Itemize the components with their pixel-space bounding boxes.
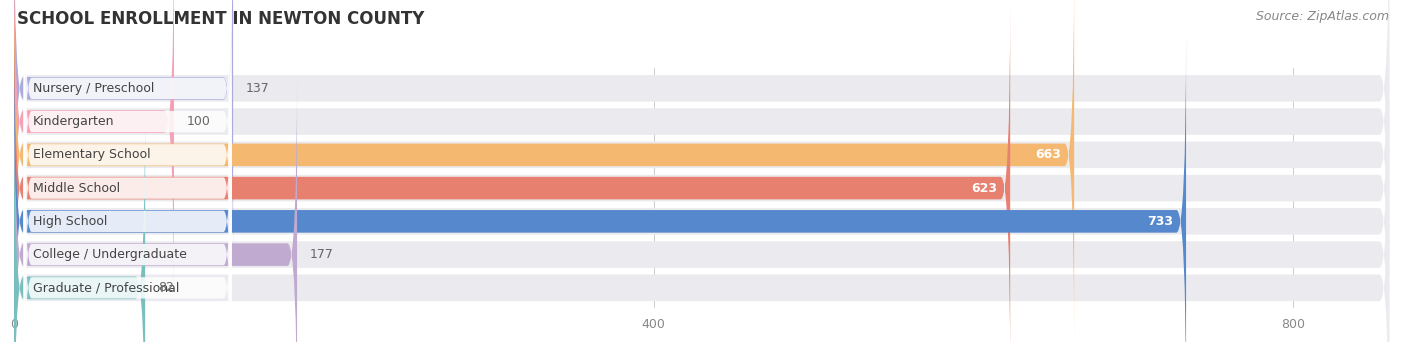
FancyBboxPatch shape <box>14 0 1074 342</box>
FancyBboxPatch shape <box>14 68 1389 342</box>
FancyBboxPatch shape <box>14 0 1389 275</box>
Text: Source: ZipAtlas.com: Source: ZipAtlas.com <box>1256 10 1389 23</box>
FancyBboxPatch shape <box>14 33 1187 342</box>
Text: College / Undergraduate: College / Undergraduate <box>34 248 187 261</box>
Text: Kindergarten: Kindergarten <box>34 115 115 128</box>
Text: 623: 623 <box>972 182 997 195</box>
FancyBboxPatch shape <box>14 0 174 310</box>
FancyBboxPatch shape <box>24 0 232 244</box>
FancyBboxPatch shape <box>14 0 1010 342</box>
FancyBboxPatch shape <box>24 132 232 342</box>
Text: High School: High School <box>34 215 108 228</box>
FancyBboxPatch shape <box>24 32 232 342</box>
FancyBboxPatch shape <box>14 102 1389 342</box>
FancyBboxPatch shape <box>14 100 145 342</box>
Text: 100: 100 <box>187 115 211 128</box>
Text: Nursery / Preschool: Nursery / Preschool <box>34 82 155 95</box>
FancyBboxPatch shape <box>14 2 1389 342</box>
FancyBboxPatch shape <box>24 0 232 311</box>
Text: 733: 733 <box>1147 215 1173 228</box>
FancyBboxPatch shape <box>24 66 232 342</box>
FancyBboxPatch shape <box>14 0 1389 308</box>
FancyBboxPatch shape <box>14 0 233 277</box>
Text: 663: 663 <box>1035 148 1062 161</box>
FancyBboxPatch shape <box>24 99 232 342</box>
Text: Middle School: Middle School <box>34 182 121 195</box>
Text: Graduate / Professional: Graduate / Professional <box>34 281 180 294</box>
Text: 177: 177 <box>309 248 333 261</box>
Text: Elementary School: Elementary School <box>34 148 150 161</box>
FancyBboxPatch shape <box>14 66 297 342</box>
FancyBboxPatch shape <box>24 0 232 277</box>
Text: SCHOOL ENROLLMENT IN NEWTON COUNTY: SCHOOL ENROLLMENT IN NEWTON COUNTY <box>17 10 425 28</box>
FancyBboxPatch shape <box>14 35 1389 342</box>
Text: 137: 137 <box>246 82 270 95</box>
FancyBboxPatch shape <box>14 0 1389 341</box>
Text: 82: 82 <box>157 281 174 294</box>
